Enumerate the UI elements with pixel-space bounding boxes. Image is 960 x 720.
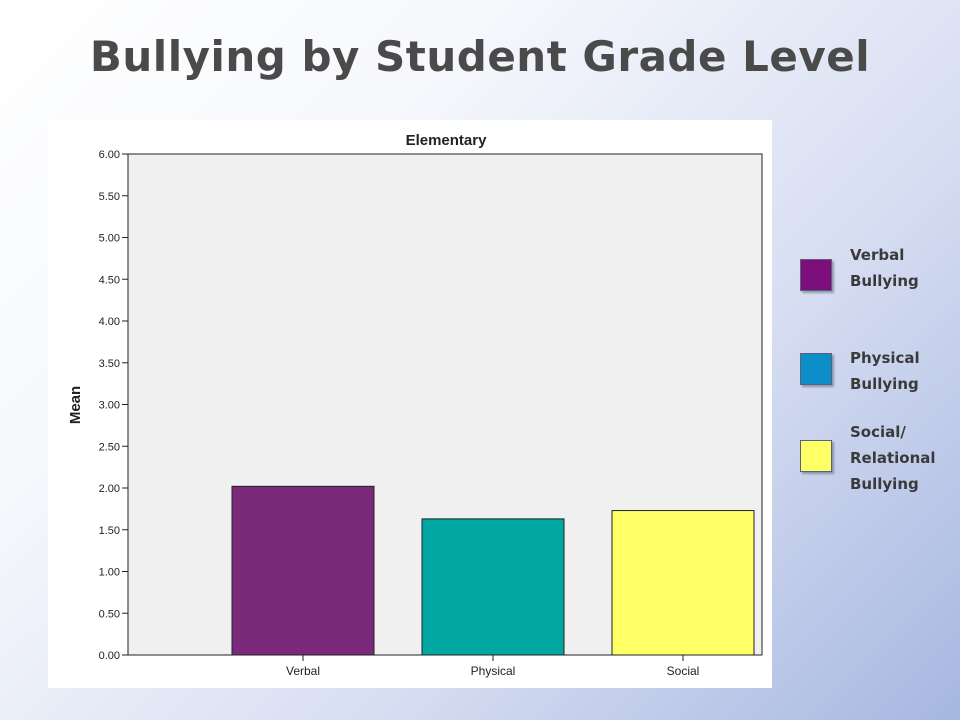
y-axis-label: Mean bbox=[67, 386, 84, 424]
bars bbox=[231, 485, 755, 656]
legend-label-verbal: Verbal Bullying bbox=[850, 246, 919, 290]
y-tick-label: 3.50 bbox=[99, 358, 120, 370]
y-tick-label: 2.00 bbox=[99, 483, 120, 495]
y-tick-label: 5.50 bbox=[99, 191, 120, 203]
bar-social bbox=[611, 510, 755, 656]
x-axis: Verbal Physical Social bbox=[286, 655, 699, 678]
y-tick-label: 2.50 bbox=[99, 441, 120, 453]
legend-swatch-verbal bbox=[800, 259, 832, 291]
legend-label-social: Social/ Relational Bullying bbox=[850, 423, 936, 493]
x-tick-label: Verbal bbox=[286, 664, 320, 678]
y-tick-label: 0.50 bbox=[99, 608, 120, 620]
chart-title: Elementary bbox=[406, 132, 488, 149]
legend: Verbal Bullying Physical Bullying Social… bbox=[800, 0, 960, 720]
legend-label-physical: Physical Bullying bbox=[850, 349, 920, 393]
bar-chart: Elementary 0.00 0.50 1.00 1.50 2.00 2.50 3.00 3… bbox=[67, 132, 763, 678]
bar-physical bbox=[421, 518, 565, 656]
y-tick-label: 0.00 bbox=[99, 650, 120, 662]
bar-verbal bbox=[231, 485, 375, 656]
y-tick-label: 5.00 bbox=[99, 233, 120, 245]
y-axis: 0.00 0.50 1.00 1.50 2.00 2.50 3.00 3.50 4.00 4.50… bbox=[99, 149, 128, 662]
x-tick-label: Social bbox=[667, 664, 700, 678]
legend-swatch-physical bbox=[800, 353, 832, 385]
y-tick-label: 1.50 bbox=[99, 525, 120, 537]
y-tick-label: 4.00 bbox=[99, 316, 120, 328]
chart-panel: Elementary 0.00 0.50 1.00 1.50 2.00 2.50 3.00 3… bbox=[48, 120, 772, 688]
x-tick-label: Physical bbox=[471, 664, 516, 678]
y-tick-label: 1.00 bbox=[99, 567, 120, 579]
y-tick-label: 3.00 bbox=[99, 400, 120, 412]
y-tick-label: 4.50 bbox=[99, 274, 120, 286]
legend-swatch-social bbox=[800, 440, 832, 472]
y-tick-label: 6.00 bbox=[99, 149, 120, 161]
slide-title: Bullying by Student Grade Level bbox=[89, 32, 871, 81]
